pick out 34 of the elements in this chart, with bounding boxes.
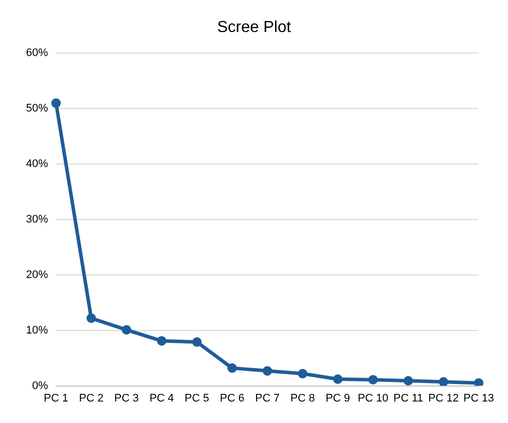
x-tick-label: PC 8	[290, 392, 315, 404]
x-tick-label: PC 10	[358, 392, 388, 404]
x-tick-label: PC 5	[184, 392, 210, 404]
point	[474, 378, 484, 386]
x-tick-label: PC 7	[255, 392, 280, 404]
point	[192, 337, 202, 347]
y-tick-label: 50%	[26, 102, 48, 115]
point	[262, 366, 272, 376]
y-tick-label: 40%	[26, 158, 48, 170]
x-tick-label: PC 2	[79, 392, 104, 404]
point	[298, 368, 308, 378]
x-tick-label: PC 12	[428, 392, 459, 404]
x-tick-label: PC 4	[149, 392, 174, 404]
y-tick-label: 0%	[32, 380, 48, 392]
point	[156, 336, 166, 346]
point	[227, 363, 237, 373]
point	[333, 374, 343, 384]
point	[86, 313, 96, 323]
point	[438, 377, 448, 386]
y-tick-label: 10%	[26, 324, 48, 336]
point	[51, 98, 61, 108]
x-tick-label: PC 9	[326, 392, 350, 404]
x-tick-label: PC 3	[114, 392, 139, 404]
chart-title: Scree Plot	[217, 19, 292, 36]
y-tick-label: 30%	[26, 214, 48, 226]
y-tick-label: 60%	[26, 47, 48, 60]
point	[368, 374, 378, 384]
point	[404, 376, 414, 386]
y-tick-label: 20%	[26, 268, 48, 281]
x-tick-label: PC 13	[463, 392, 494, 404]
x-tick-label: PC 1	[44, 392, 68, 404]
point	[122, 325, 132, 335]
x-tick-label: PC 6	[220, 392, 244, 404]
x-tick-label: PC 11	[393, 392, 424, 404]
